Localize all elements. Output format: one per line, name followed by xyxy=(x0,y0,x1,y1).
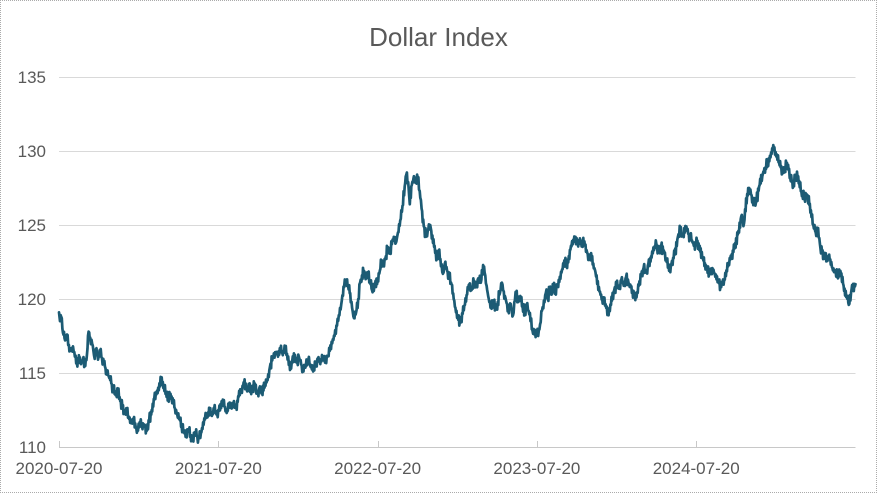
x-tick-label: 2021-07-20 xyxy=(175,459,262,478)
y-tick-label: 130 xyxy=(18,142,46,161)
dollar-index-line xyxy=(57,143,857,444)
x-tick-label: 2020-07-20 xyxy=(16,459,103,478)
y-tick-label: 120 xyxy=(18,290,46,309)
x-tick-label: 2022-07-20 xyxy=(334,459,421,478)
y-tick-label: 125 xyxy=(18,216,46,235)
chart-title: Dollar Index xyxy=(369,22,508,52)
y-tick-label: 115 xyxy=(19,364,46,383)
x-tick-label: 2023-07-20 xyxy=(493,459,580,478)
y-tick-label: 110 xyxy=(19,438,46,457)
x-tick-label: 2024-07-20 xyxy=(653,459,740,478)
y-tick-label: 135 xyxy=(18,68,46,87)
